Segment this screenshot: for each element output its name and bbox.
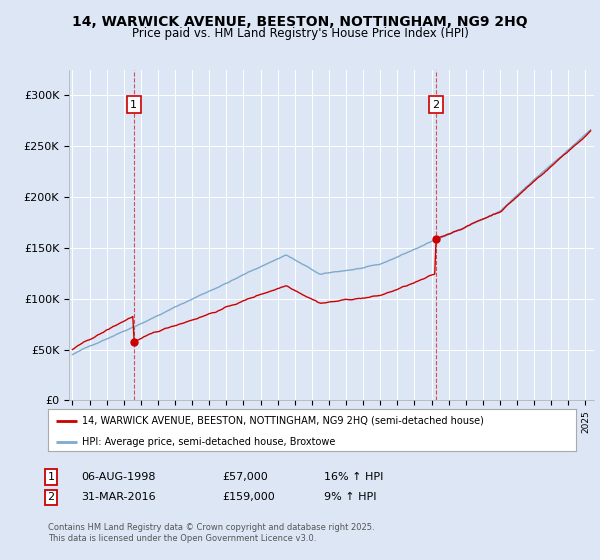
Text: 16% ↑ HPI: 16% ↑ HPI — [324, 472, 383, 482]
Text: 14, WARWICK AVENUE, BEESTON, NOTTINGHAM, NG9 2HQ (semi-detached house): 14, WARWICK AVENUE, BEESTON, NOTTINGHAM,… — [82, 416, 484, 426]
Text: £57,000: £57,000 — [222, 472, 268, 482]
Text: 31-MAR-2016: 31-MAR-2016 — [81, 492, 155, 502]
Text: Price paid vs. HM Land Registry's House Price Index (HPI): Price paid vs. HM Land Registry's House … — [131, 27, 469, 40]
Text: 14, WARWICK AVENUE, BEESTON, NOTTINGHAM, NG9 2HQ: 14, WARWICK AVENUE, BEESTON, NOTTINGHAM,… — [72, 15, 528, 29]
Text: 9% ↑ HPI: 9% ↑ HPI — [324, 492, 377, 502]
Point — [129, 338, 139, 347]
Text: 2: 2 — [47, 492, 55, 502]
Text: 2: 2 — [432, 100, 439, 110]
Text: 1: 1 — [130, 100, 137, 110]
Text: 06-AUG-1998: 06-AUG-1998 — [81, 472, 155, 482]
Text: HPI: Average price, semi-detached house, Broxtowe: HPI: Average price, semi-detached house,… — [82, 437, 335, 446]
Text: £159,000: £159,000 — [222, 492, 275, 502]
Text: Contains HM Land Registry data © Crown copyright and database right 2025.
This d: Contains HM Land Registry data © Crown c… — [48, 524, 374, 543]
Text: 1: 1 — [47, 472, 55, 482]
Point — [431, 234, 440, 243]
